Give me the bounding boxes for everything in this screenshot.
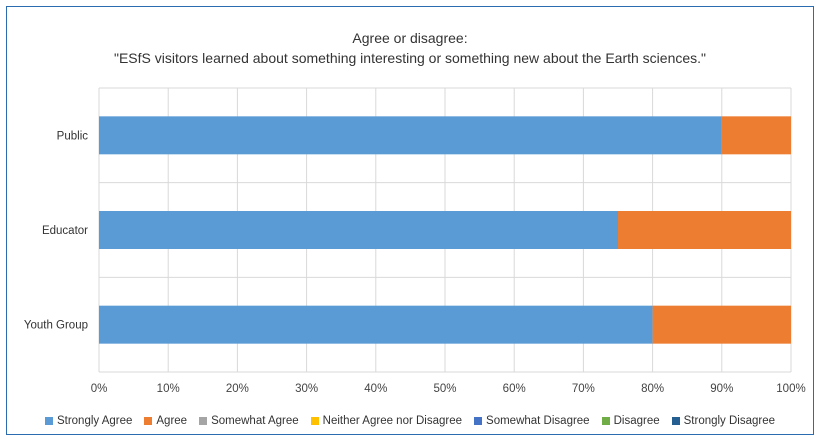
chart-subtitle: "ESfS visitors learned about something i… xyxy=(113,50,707,66)
x-tick-label: 50% xyxy=(433,383,456,395)
legend-item: Agree xyxy=(144,415,187,427)
bar-strongly-agree-public xyxy=(99,116,722,155)
bar-agree-educator xyxy=(618,211,791,249)
x-tick-label: 60% xyxy=(503,383,526,395)
chart-title: Agree or disagree: xyxy=(352,30,468,46)
category-label: Educator xyxy=(42,225,88,237)
legend-label: Neither Agree nor Disagree xyxy=(322,415,463,427)
category-label: Public xyxy=(57,130,89,142)
x-tick-label: 70% xyxy=(572,383,595,395)
legend-item: Strongly Disagree xyxy=(671,415,776,427)
x-tick-label: 90% xyxy=(710,383,733,395)
x-tick-label: 80% xyxy=(641,383,664,395)
legend-label: Strongly Disagree xyxy=(683,415,776,427)
x-tick-label: 0% xyxy=(91,383,108,395)
legend-item: Disagree xyxy=(601,415,660,427)
legend-swatch xyxy=(144,417,153,425)
legend-swatch xyxy=(199,417,208,425)
x-tick-label: 100% xyxy=(776,383,805,395)
legend-item: Neither Agree nor Disagree xyxy=(310,415,463,427)
legend-swatch xyxy=(474,417,483,425)
legend-swatch xyxy=(310,417,319,425)
legend-label: Agree xyxy=(156,415,188,427)
bar-strongly-agree-youth-group xyxy=(99,305,653,344)
category-label: Youth Group xyxy=(24,320,88,332)
legend-swatch xyxy=(671,417,680,425)
legend-item: Somewhat Disagree xyxy=(474,415,590,427)
x-tick-label: 40% xyxy=(364,383,387,395)
legend-item: Strongly Agree xyxy=(44,415,133,427)
legend-swatch xyxy=(44,417,53,425)
bar-strongly-agree-educator xyxy=(99,211,618,249)
bar-agree-public xyxy=(721,116,791,155)
x-tick-label: 20% xyxy=(226,383,249,395)
legend-label: Somewhat Disagree xyxy=(486,415,590,427)
x-tick-label: 30% xyxy=(295,383,318,395)
legend-swatch xyxy=(601,417,610,425)
legend-item: Somewhat Agree xyxy=(199,415,299,427)
x-tick-label: 10% xyxy=(157,383,180,395)
legend-label: Disagree xyxy=(613,415,660,427)
legend-label: Strongly Agree xyxy=(56,415,133,427)
bar-agree-youth-group xyxy=(652,305,791,344)
chart-legend: Strongly Agree Agree Somewhat Agree Neither… xyxy=(0,415,820,427)
legend-label: Somewhat Agree xyxy=(211,415,299,427)
